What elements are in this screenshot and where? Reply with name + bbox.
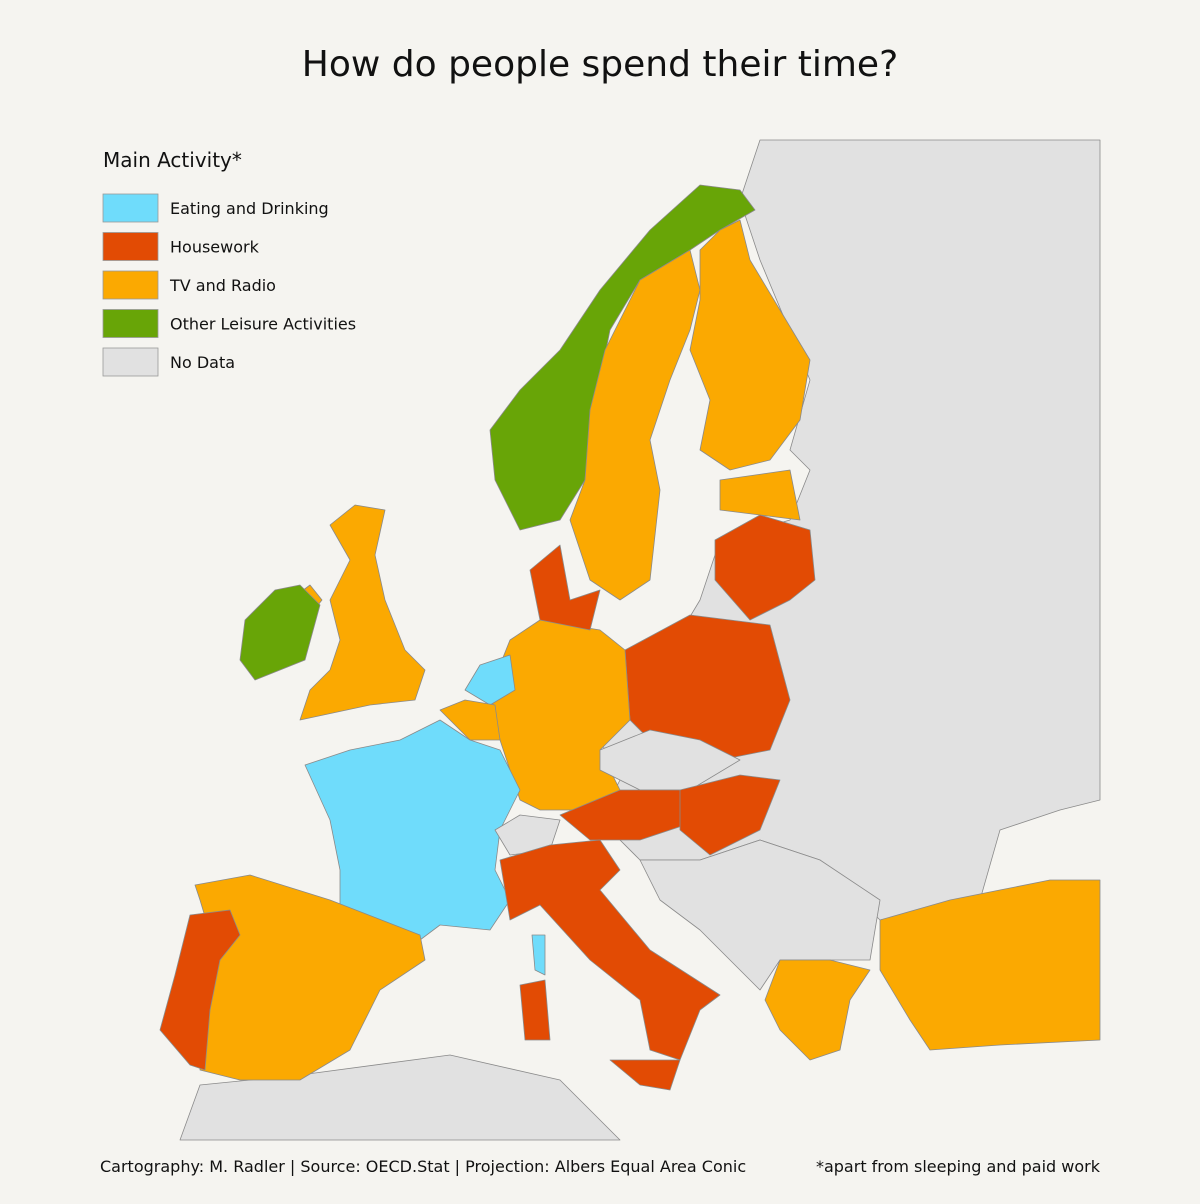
country [569, 249, 701, 601]
legend-swatch [102, 347, 159, 377]
legend-label: No Data [170, 353, 235, 372]
map [159, 139, 1101, 1141]
legend-title: Main Activity* [103, 148, 242, 172]
country [529, 544, 601, 631]
country [689, 219, 811, 471]
country [464, 654, 516, 706]
island [531, 934, 546, 976]
legend-label: TV and Radio [169, 276, 276, 295]
country [439, 699, 501, 741]
country [299, 504, 426, 721]
legend-swatch [102, 193, 159, 223]
country [599, 729, 741, 791]
legend-label: Housework [170, 238, 260, 257]
country [714, 514, 816, 621]
legend-label: Other Leisure Activities [170, 315, 356, 334]
legend-swatch [102, 270, 159, 300]
country [764, 959, 871, 1061]
island [609, 1059, 681, 1091]
legend-label: Eating and Drinking [170, 199, 329, 218]
island [519, 979, 551, 1041]
legend-swatch [102, 232, 159, 261]
country [494, 814, 561, 856]
title: How do people spend their time? [302, 44, 898, 85]
country [239, 584, 321, 681]
country [624, 614, 791, 761]
country [499, 839, 721, 1061]
footnote: *apart from sleeping and paid work [816, 1157, 1101, 1176]
country [679, 774, 781, 856]
country [879, 879, 1101, 1051]
legend: Main Activity* Eating and Drinking Housew… [102, 148, 356, 377]
credit: Cartography: M. Radler | Source: OECD.St… [100, 1157, 746, 1176]
no-data-region [639, 839, 881, 991]
country [719, 469, 801, 521]
country [159, 909, 241, 1071]
country [304, 719, 521, 941]
legend-swatch [102, 309, 159, 338]
